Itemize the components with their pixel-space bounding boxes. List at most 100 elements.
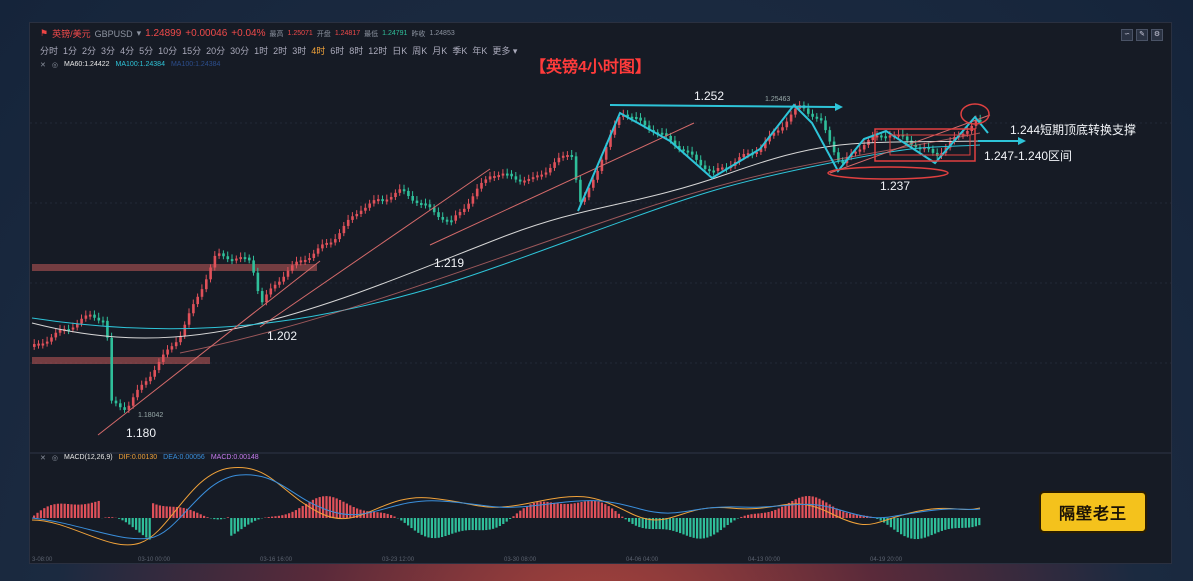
macd-bar <box>196 512 199 518</box>
macd-bar <box>889 518 892 528</box>
macd-bar <box>679 518 682 534</box>
macd-bar <box>968 518 971 528</box>
indicator-icon[interactable]: ∽ <box>1121 29 1133 41</box>
candle <box>544 172 548 175</box>
macd-bar <box>118 518 121 519</box>
timeframe-tab[interactable]: 20分 <box>206 46 226 56</box>
candle <box>248 257 251 261</box>
timeframe-tab[interactable]: 周K <box>412 46 428 56</box>
candle <box>136 389 139 398</box>
macd-bar <box>148 518 151 540</box>
macd-bar <box>121 518 124 521</box>
candle <box>871 136 875 141</box>
macd-bar <box>39 510 42 518</box>
eye-icon[interactable]: ◎ <box>51 62 58 69</box>
macd-bar <box>376 512 379 518</box>
candle <box>673 140 677 146</box>
candle <box>226 256 230 260</box>
macd-bar <box>498 518 501 527</box>
close-icon[interactable]: ✕ <box>40 62 46 69</box>
candle <box>45 341 49 344</box>
timeframe-tab[interactable]: 季K <box>452 46 468 56</box>
candle <box>794 108 797 115</box>
candle <box>553 162 556 168</box>
macd-bar <box>199 514 202 518</box>
timeframe-tab[interactable]: 5分 <box>139 46 154 56</box>
author-badge: 隔壁老王 <box>1039 491 1147 533</box>
macd-bar <box>838 510 841 518</box>
candle <box>875 135 879 138</box>
timeframe-tab[interactable]: 2分 <box>82 46 97 56</box>
macd-bar <box>787 502 790 518</box>
candle <box>527 178 531 181</box>
timeframe-tab[interactable]: 10分 <box>158 46 178 56</box>
high-circle <box>960 103 990 125</box>
candle <box>230 259 234 262</box>
dropdown-icon[interactable]: ▾ <box>136 28 142 38</box>
candle <box>299 260 303 263</box>
high-value: 1.25071 <box>287 30 313 37</box>
timeframe-tab[interactable]: 更多 ▾ <box>492 46 518 56</box>
macd-bar <box>862 515 865 518</box>
macd-bar <box>471 518 474 531</box>
settings-icon[interactable]: ⚙ <box>1151 29 1163 41</box>
close-icon[interactable]: ✕ <box>40 455 46 462</box>
timeframe-tab[interactable]: 1分 <box>63 46 78 56</box>
candle <box>789 114 793 122</box>
macd-bar <box>791 501 794 518</box>
macd-bar <box>502 518 505 524</box>
macd-histogram <box>33 496 981 540</box>
timeframe-tab[interactable]: 2时 <box>273 46 288 56</box>
timeframe-tab[interactable]: 6时 <box>330 46 345 56</box>
macd-bar <box>169 506 172 518</box>
macd-bar <box>434 518 437 539</box>
open-label: 开盘 <box>316 30 331 38</box>
macd-bar <box>624 518 627 520</box>
timeframe-tab[interactable]: 15分 <box>182 46 202 56</box>
macd-bar <box>352 506 355 518</box>
timeframe-tab[interactable]: 8时 <box>349 46 364 56</box>
timeframe-tab[interactable]: 年K <box>472 46 488 56</box>
x-axis-label: 03-16 16:00 <box>260 557 293 563</box>
symbol[interactable]: GBPUSD <box>94 28 133 39</box>
candle <box>67 329 70 332</box>
candle <box>187 313 191 325</box>
ma100-line <box>31 144 981 330</box>
macd-bar <box>631 518 634 524</box>
draw-icon[interactable]: ✎ <box>1136 29 1148 41</box>
candle <box>518 179 522 182</box>
timeframe-tab[interactable]: 4时 <box>311 46 326 56</box>
pair-name[interactable]: 英镑/美元 <box>52 29 91 39</box>
timeframe-tab[interactable]: 日K <box>392 46 408 56</box>
candle <box>308 258 311 261</box>
candle <box>785 121 789 128</box>
macd-bar <box>284 514 287 518</box>
timeframe-tab[interactable]: 3分 <box>101 46 116 56</box>
timeframe-tab[interactable]: 分时 <box>40 46 59 56</box>
timeframe-tab[interactable]: 3时 <box>292 46 307 56</box>
macd-bar <box>175 506 178 518</box>
macd-bar <box>607 506 610 518</box>
macd-bar <box>243 518 246 527</box>
candle <box>738 157 741 162</box>
candle <box>759 148 763 152</box>
candle <box>570 155 574 158</box>
macd-bar <box>335 498 338 518</box>
candle <box>278 281 281 285</box>
candle <box>252 260 255 273</box>
macd-bar <box>475 518 478 531</box>
macd-bar <box>658 518 661 530</box>
timeframe-tab[interactable]: 1时 <box>254 46 269 56</box>
macd-bar <box>138 518 141 533</box>
timeframe-tab[interactable]: 4分 <box>120 46 135 56</box>
candle <box>557 157 561 163</box>
macd-bar <box>713 518 716 535</box>
macd-bar <box>77 504 80 518</box>
macd-bar <box>828 504 831 518</box>
eye-icon[interactable]: ◎ <box>51 455 58 462</box>
price-chart[interactable] <box>30 23 1171 563</box>
timeframe-tab[interactable]: 30分 <box>230 46 250 56</box>
timeframe-tab[interactable]: 月K <box>432 46 448 56</box>
candle <box>428 204 432 208</box>
timeframe-tab[interactable]: 12时 <box>368 46 388 56</box>
